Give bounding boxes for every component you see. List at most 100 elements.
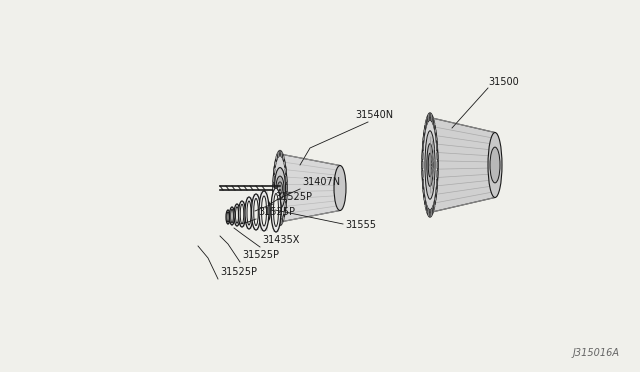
Polygon shape [275, 158, 276, 168]
Text: 31540N: 31540N [355, 110, 393, 120]
Ellipse shape [231, 209, 233, 223]
Text: 31525P: 31525P [258, 207, 295, 217]
Polygon shape [423, 132, 424, 143]
Ellipse shape [226, 210, 230, 224]
Ellipse shape [334, 166, 346, 211]
Ellipse shape [227, 212, 229, 222]
Polygon shape [432, 115, 434, 125]
Polygon shape [281, 151, 282, 158]
Polygon shape [429, 209, 431, 217]
Polygon shape [273, 174, 275, 183]
Text: 31407N: 31407N [302, 177, 340, 187]
Polygon shape [426, 205, 428, 215]
Ellipse shape [278, 182, 282, 194]
Polygon shape [253, 194, 259, 230]
Polygon shape [278, 151, 279, 158]
Ellipse shape [237, 209, 241, 221]
Polygon shape [275, 208, 276, 217]
Polygon shape [285, 166, 287, 175]
Polygon shape [284, 208, 285, 217]
Polygon shape [424, 194, 426, 205]
Ellipse shape [233, 212, 235, 221]
Ellipse shape [234, 204, 240, 226]
Polygon shape [436, 170, 438, 179]
Ellipse shape [276, 199, 281, 221]
Ellipse shape [262, 196, 266, 226]
Text: 31555: 31555 [345, 220, 376, 230]
Text: 31525P: 31525P [242, 250, 279, 260]
Polygon shape [435, 125, 436, 136]
Polygon shape [282, 153, 284, 162]
Polygon shape [230, 207, 234, 225]
Polygon shape [273, 166, 275, 175]
Polygon shape [280, 154, 340, 222]
Polygon shape [433, 200, 435, 211]
Polygon shape [429, 113, 431, 121]
Polygon shape [286, 184, 287, 192]
Polygon shape [424, 125, 426, 136]
Polygon shape [260, 191, 268, 231]
Ellipse shape [490, 147, 500, 183]
Polygon shape [227, 210, 230, 224]
Polygon shape [422, 141, 424, 151]
Text: 31525P: 31525P [220, 267, 257, 277]
Ellipse shape [273, 154, 287, 222]
Polygon shape [285, 174, 287, 183]
Ellipse shape [250, 205, 254, 221]
Ellipse shape [252, 194, 260, 230]
Polygon shape [273, 193, 275, 201]
Ellipse shape [228, 214, 230, 221]
Polygon shape [425, 200, 427, 211]
Polygon shape [425, 119, 427, 130]
Polygon shape [423, 187, 424, 198]
Polygon shape [431, 208, 432, 217]
Polygon shape [246, 197, 252, 229]
Ellipse shape [243, 208, 246, 221]
Ellipse shape [236, 207, 239, 223]
Ellipse shape [240, 204, 244, 224]
Polygon shape [436, 151, 438, 160]
Ellipse shape [276, 176, 284, 200]
Polygon shape [426, 115, 428, 125]
Polygon shape [235, 204, 239, 226]
Text: 31435X: 31435X [262, 235, 300, 245]
Polygon shape [239, 201, 244, 227]
Polygon shape [430, 118, 495, 212]
Ellipse shape [275, 168, 285, 208]
Polygon shape [431, 113, 432, 122]
Text: 31525P: 31525P [275, 192, 312, 202]
Ellipse shape [230, 207, 234, 225]
Ellipse shape [253, 199, 259, 225]
Polygon shape [435, 194, 436, 205]
Ellipse shape [266, 201, 270, 221]
Ellipse shape [488, 132, 502, 198]
Polygon shape [437, 161, 438, 169]
Polygon shape [273, 184, 274, 192]
Polygon shape [273, 201, 275, 210]
Polygon shape [278, 218, 279, 225]
Polygon shape [279, 220, 281, 226]
Ellipse shape [259, 191, 269, 231]
Polygon shape [422, 161, 423, 169]
Polygon shape [276, 153, 278, 162]
Polygon shape [435, 187, 437, 198]
Polygon shape [284, 158, 285, 168]
Polygon shape [435, 132, 437, 143]
Polygon shape [428, 113, 429, 122]
Ellipse shape [245, 197, 253, 229]
Polygon shape [433, 119, 435, 130]
Ellipse shape [273, 193, 278, 227]
Ellipse shape [257, 203, 261, 221]
Polygon shape [279, 150, 281, 156]
Text: J315016A: J315016A [573, 348, 620, 358]
Polygon shape [432, 205, 434, 215]
Polygon shape [281, 218, 282, 225]
Polygon shape [428, 208, 429, 217]
Polygon shape [273, 188, 279, 232]
Ellipse shape [428, 153, 432, 177]
Ellipse shape [271, 188, 281, 232]
Text: 31500: 31500 [488, 77, 519, 87]
Polygon shape [422, 151, 423, 160]
Ellipse shape [425, 131, 435, 199]
Polygon shape [276, 214, 278, 222]
